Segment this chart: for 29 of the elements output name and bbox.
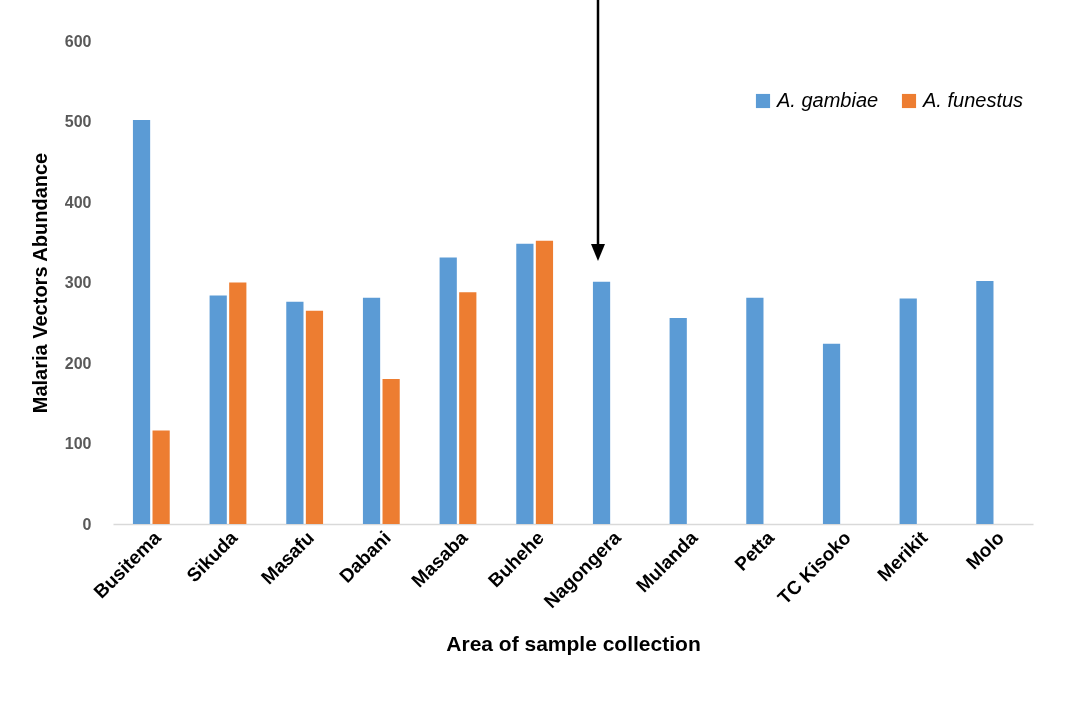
y-tick-label: 400 <box>64 193 92 211</box>
bar <box>286 301 304 524</box>
bar <box>362 297 381 524</box>
bar <box>516 243 534 524</box>
x-axis-title: Area of sample collection <box>446 632 701 656</box>
y-axis-title: Malaria Vectors Abundance <box>28 152 51 414</box>
y-tick-label: 600 <box>64 32 92 50</box>
bar <box>592 281 611 524</box>
legend-label: A. gambiae <box>776 89 879 111</box>
bar <box>669 317 687 524</box>
bar <box>439 257 457 524</box>
bar <box>976 280 994 524</box>
bar <box>305 310 324 524</box>
bar <box>152 430 170 524</box>
bar <box>746 297 764 524</box>
bar <box>209 295 227 524</box>
bar <box>132 119 151 524</box>
legend-label: A. funestus <box>922 89 1024 111</box>
bar <box>382 379 400 524</box>
y-tick-label: 500 <box>64 113 92 130</box>
bar <box>459 292 477 524</box>
y-tick-label: 300 <box>64 274 92 291</box>
y-tick-label: 100 <box>64 435 92 452</box>
bar <box>229 282 247 524</box>
bar <box>899 298 917 524</box>
y-tick-label: 0 <box>82 515 92 533</box>
y-tick-label: 200 <box>64 354 92 372</box>
bar <box>822 343 841 524</box>
bar <box>535 240 554 524</box>
